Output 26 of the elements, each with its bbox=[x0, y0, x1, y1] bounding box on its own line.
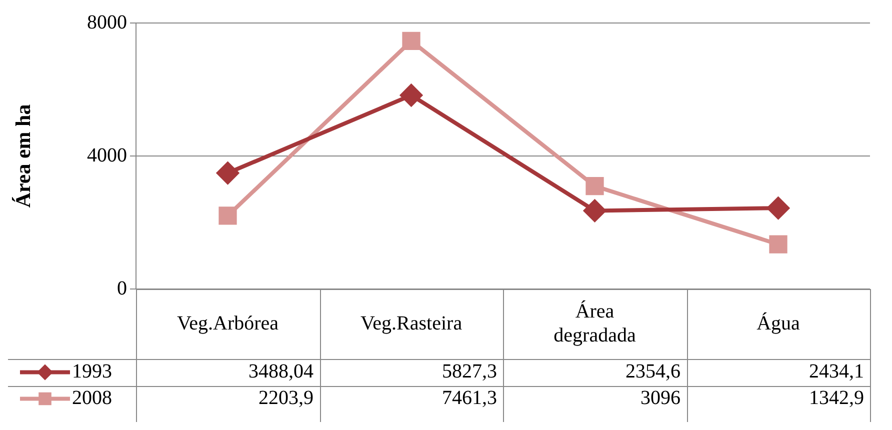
data-label: 2354,6 bbox=[626, 360, 680, 382]
point bbox=[586, 176, 604, 196]
data-label: 5827,3 bbox=[442, 360, 497, 382]
x-tick-label: Água bbox=[756, 311, 800, 334]
y-tick-label: 8000 bbox=[87, 11, 127, 34]
point bbox=[216, 162, 239, 184]
y-axis-title: Área em ha bbox=[11, 104, 36, 208]
data-label: 1342,9 bbox=[809, 387, 864, 409]
x-tick-label: Área degradada bbox=[554, 299, 636, 346]
point bbox=[400, 84, 422, 106]
data-label: 3488,04 bbox=[248, 360, 314, 382]
point bbox=[584, 200, 606, 222]
x-tick-label: Veg.Arbórea bbox=[176, 312, 279, 334]
point bbox=[769, 235, 788, 254]
data-label: 2203,9 bbox=[258, 387, 314, 409]
data-label: 2434,1 bbox=[809, 360, 864, 382]
data-label: 7461,3 bbox=[442, 387, 497, 409]
legend-label: 1993 bbox=[72, 360, 112, 382]
point bbox=[767, 197, 790, 220]
legend-label: 2008 bbox=[72, 387, 112, 409]
data-label: 3096 bbox=[640, 387, 680, 409]
point bbox=[402, 32, 420, 50]
y-tick-label: 4000 bbox=[87, 144, 127, 166]
x-tick-label: Veg.Rasteira bbox=[360, 312, 462, 334]
point bbox=[218, 206, 237, 225]
y-tick-label: 0 bbox=[117, 277, 127, 300]
